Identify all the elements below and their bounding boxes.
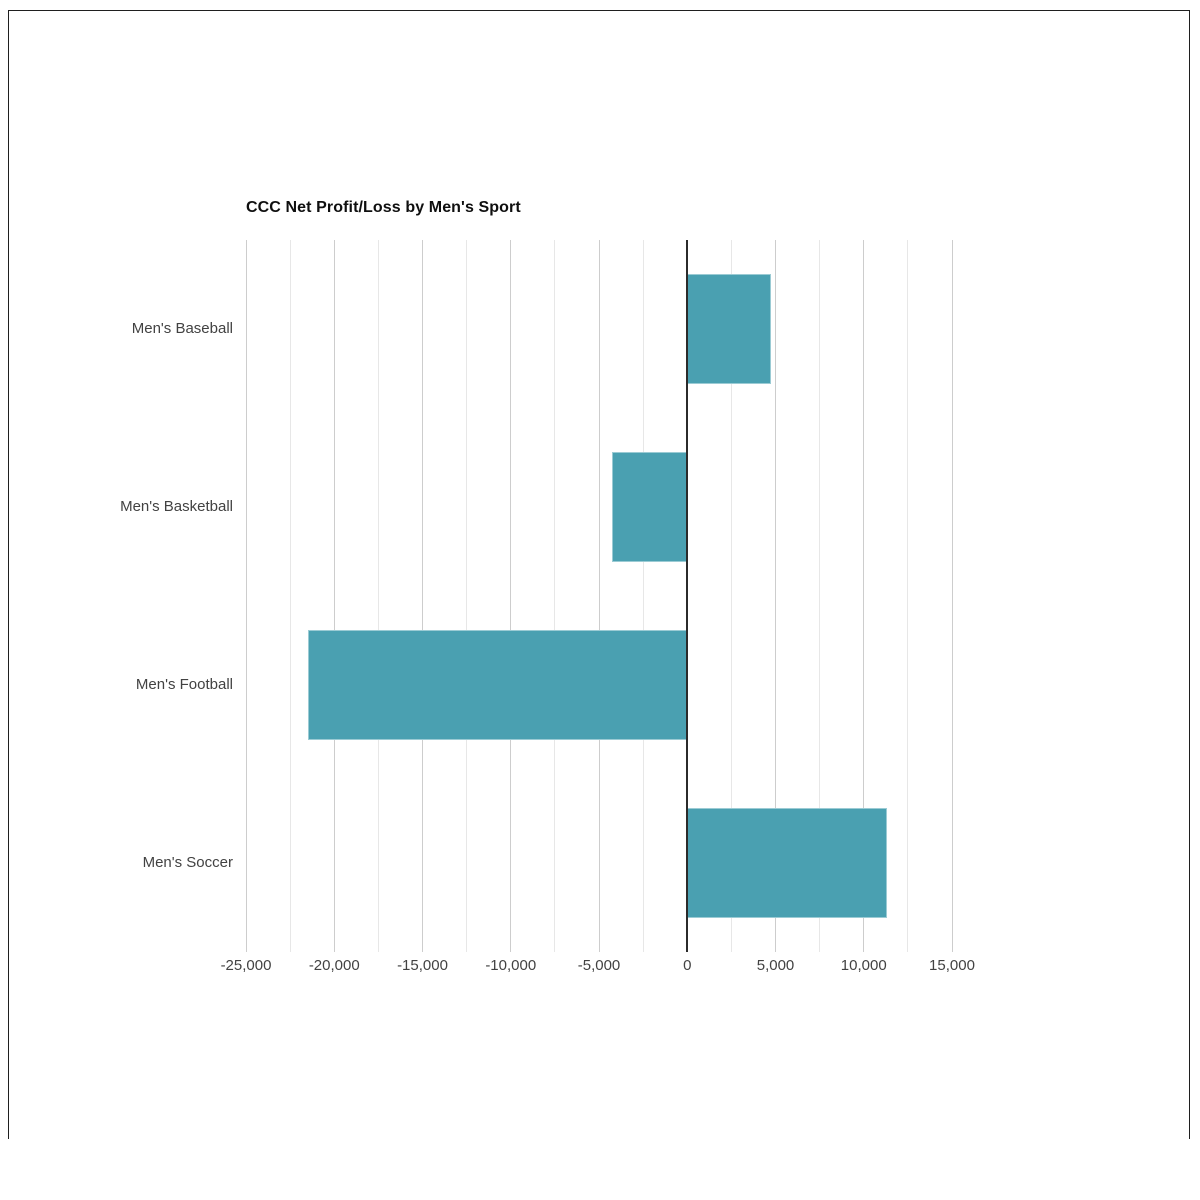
- zero-axis-line: [686, 240, 689, 952]
- bar-men-s-soccer[interactable]: [687, 808, 887, 918]
- minor-gridline: [907, 240, 909, 952]
- x-tick-label: -10,000: [485, 957, 537, 974]
- x-tick-label: -25,000: [220, 957, 272, 974]
- x-tick-label: 15,000: [929, 957, 975, 974]
- minor-gridline: [466, 240, 468, 952]
- chart-title: CCC Net Profit/Loss by Men's Sport: [246, 199, 521, 216]
- x-tick-label: -20,000: [308, 957, 360, 974]
- x-tick-label: -5,000: [577, 957, 621, 974]
- major-gridline: [422, 240, 423, 952]
- x-tick-label: 10,000: [840, 957, 887, 974]
- x-tick-label: 5,000: [756, 957, 795, 974]
- minor-gridline: [819, 240, 821, 952]
- major-gridline: [245, 240, 247, 952]
- major-gridline: [775, 240, 776, 952]
- major-gridline: [951, 240, 953, 952]
- minor-gridline: [289, 240, 291, 952]
- category-label-men-s-soccer: Men's Soccer: [142, 854, 233, 871]
- category-label-men-s-basketball: Men's Basketball: [120, 498, 233, 515]
- major-gridline: [598, 240, 600, 952]
- bar-men-s-football[interactable]: [307, 630, 688, 740]
- major-gridline: [863, 240, 865, 952]
- category-label-men-s-football: Men's Football: [135, 676, 233, 693]
- minor-gridline: [554, 240, 556, 952]
- x-tick-label: 0: [683, 957, 692, 974]
- minor-gridline: [377, 240, 379, 952]
- bar-men-s-baseball[interactable]: [687, 274, 772, 384]
- minor-gridline: [642, 240, 644, 952]
- minor-gridline: [730, 240, 732, 952]
- bar-men-s-basketball[interactable]: [612, 452, 688, 562]
- x-tick-label: -15,000: [397, 957, 448, 974]
- major-gridline: [333, 240, 335, 952]
- category-label-men-s-baseball: Men's Baseball: [131, 320, 233, 337]
- major-gridline: [510, 240, 512, 952]
